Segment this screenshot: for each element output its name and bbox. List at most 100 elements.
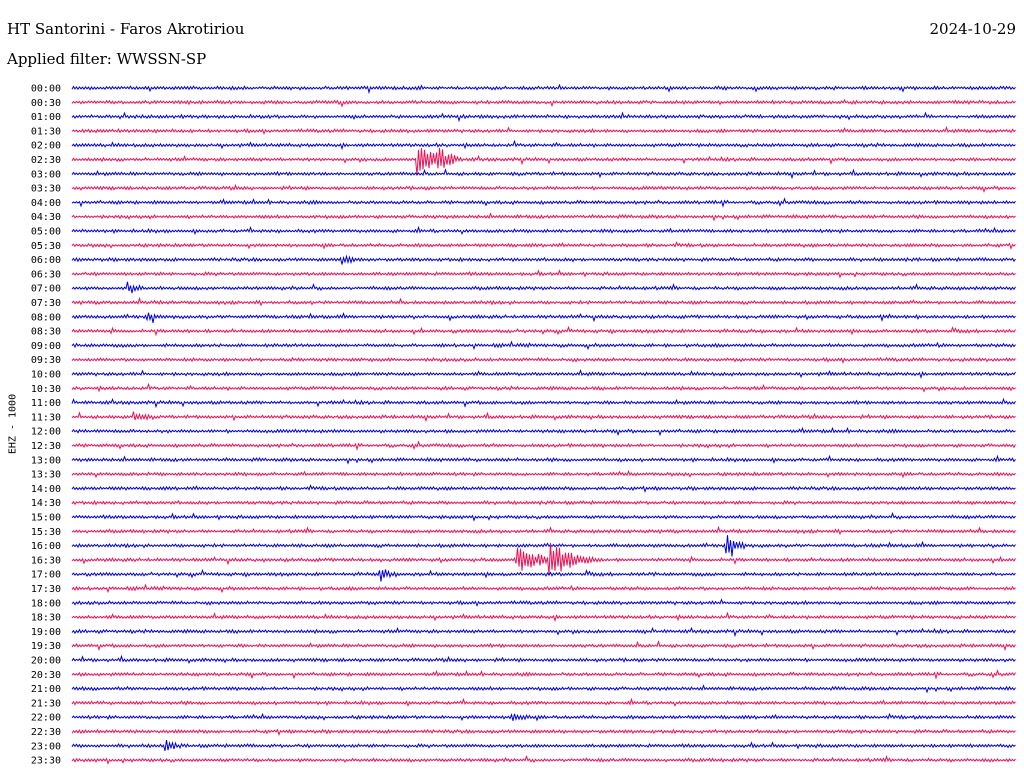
trace-row (71, 426, 1016, 437)
trace-row (71, 511, 1016, 522)
time-label: 23:30 (31, 756, 61, 767)
time-label: 22:00 (31, 713, 61, 724)
trace-row (71, 484, 1016, 494)
time-label: 11:00 (31, 398, 61, 409)
time-label: 06:30 (31, 269, 61, 280)
time-label: 13:00 (31, 455, 61, 466)
trace-row (71, 356, 1016, 364)
trace-row (71, 184, 1016, 194)
trace-row (71, 542, 1016, 575)
trace-row (71, 626, 1016, 638)
time-label: 02:00 (31, 141, 61, 152)
time-label: 17:30 (31, 584, 61, 595)
time-label: 07:30 (31, 298, 61, 309)
trace-row (71, 469, 1016, 479)
trace-row (71, 111, 1016, 123)
time-label: 07:00 (31, 284, 61, 295)
trace-row (71, 241, 1016, 250)
trace-row (71, 312, 1016, 323)
trace-row (71, 147, 1016, 176)
time-label: 04:00 (31, 198, 61, 209)
time-label: 14:00 (31, 484, 61, 495)
trace-row (71, 535, 1016, 557)
trace-row (71, 411, 1016, 423)
time-label: 18:30 (31, 613, 61, 624)
time-label: 19:30 (31, 641, 61, 652)
trace-row (71, 139, 1016, 151)
time-label: 00:30 (31, 98, 61, 109)
traces (71, 83, 1016, 765)
time-label: 15:00 (31, 513, 61, 524)
time-label: 05:00 (31, 227, 61, 238)
trace-row (71, 697, 1016, 707)
trace-row (71, 454, 1016, 465)
trace-row (71, 340, 1016, 351)
time-label: 12:00 (31, 427, 61, 438)
trace-row (71, 83, 1016, 95)
trace-row (71, 212, 1016, 222)
trace-row (71, 296, 1016, 307)
trace-row (71, 611, 1016, 623)
trace-row (71, 125, 1016, 136)
time-label: 16:00 (31, 541, 61, 552)
trace-row (71, 397, 1016, 409)
trace-row (71, 499, 1016, 506)
time-label: 09:00 (31, 341, 61, 352)
time-label: 17:00 (31, 570, 61, 581)
time-label: 16:30 (31, 555, 61, 566)
trace-row (71, 269, 1016, 279)
trace-row (71, 728, 1016, 737)
time-label: 02:30 (31, 155, 61, 166)
trace-row (71, 684, 1016, 694)
trace-row (71, 654, 1016, 665)
trace-row (71, 598, 1016, 607)
time-label: 20:00 (31, 656, 61, 667)
time-label: 08:30 (31, 327, 61, 338)
trace-row (71, 583, 1016, 594)
time-label: 22:30 (31, 727, 61, 738)
date-label: 2024-10-29 (929, 20, 1016, 38)
trace-row (71, 525, 1016, 536)
time-label: 18:00 (31, 598, 61, 609)
trace-row (71, 254, 1016, 265)
time-label: 20:30 (31, 670, 61, 681)
trace-row (71, 568, 1016, 582)
trace-row (71, 739, 1016, 751)
time-label: 21:30 (31, 698, 61, 709)
trace-row (71, 325, 1016, 337)
time-label: 08:00 (31, 312, 61, 323)
trace-row (71, 640, 1016, 652)
time-label: 11:30 (31, 412, 61, 423)
trace-row (71, 225, 1016, 236)
trace-row (71, 669, 1016, 680)
filter-label: Applied filter: WWSSN-SP (7, 50, 207, 68)
station-title: HT Santorini - Faros Akrotiriou (7, 20, 245, 38)
time-label: 10:00 (31, 370, 61, 381)
trace-row (71, 98, 1016, 108)
time-label: 10:30 (31, 384, 61, 395)
time-label: 23:00 (31, 741, 61, 752)
time-label: 14:30 (31, 498, 61, 509)
time-label: 03:00 (31, 169, 61, 180)
time-label: 05:30 (31, 241, 61, 252)
time-label: 15:30 (31, 527, 61, 538)
time-label: 00:00 (31, 84, 61, 95)
trace-row (71, 754, 1016, 765)
trace-row (71, 712, 1016, 722)
trace-row (71, 197, 1016, 208)
time-label: 19:00 (31, 627, 61, 638)
time-label: 13:30 (31, 470, 61, 481)
time-label: 03:30 (31, 184, 61, 195)
time-label: 04:30 (31, 212, 61, 223)
trace-row (71, 368, 1016, 380)
trace-row (71, 168, 1016, 180)
time-label: 21:00 (31, 684, 61, 695)
time-label: 09:30 (31, 355, 61, 366)
trace-row (71, 382, 1016, 393)
time-label: 01:00 (31, 112, 61, 123)
time-label: 06:00 (31, 255, 61, 266)
time-label: 01:30 (31, 126, 61, 137)
trace-row (71, 281, 1016, 294)
trace-row (71, 440, 1016, 451)
